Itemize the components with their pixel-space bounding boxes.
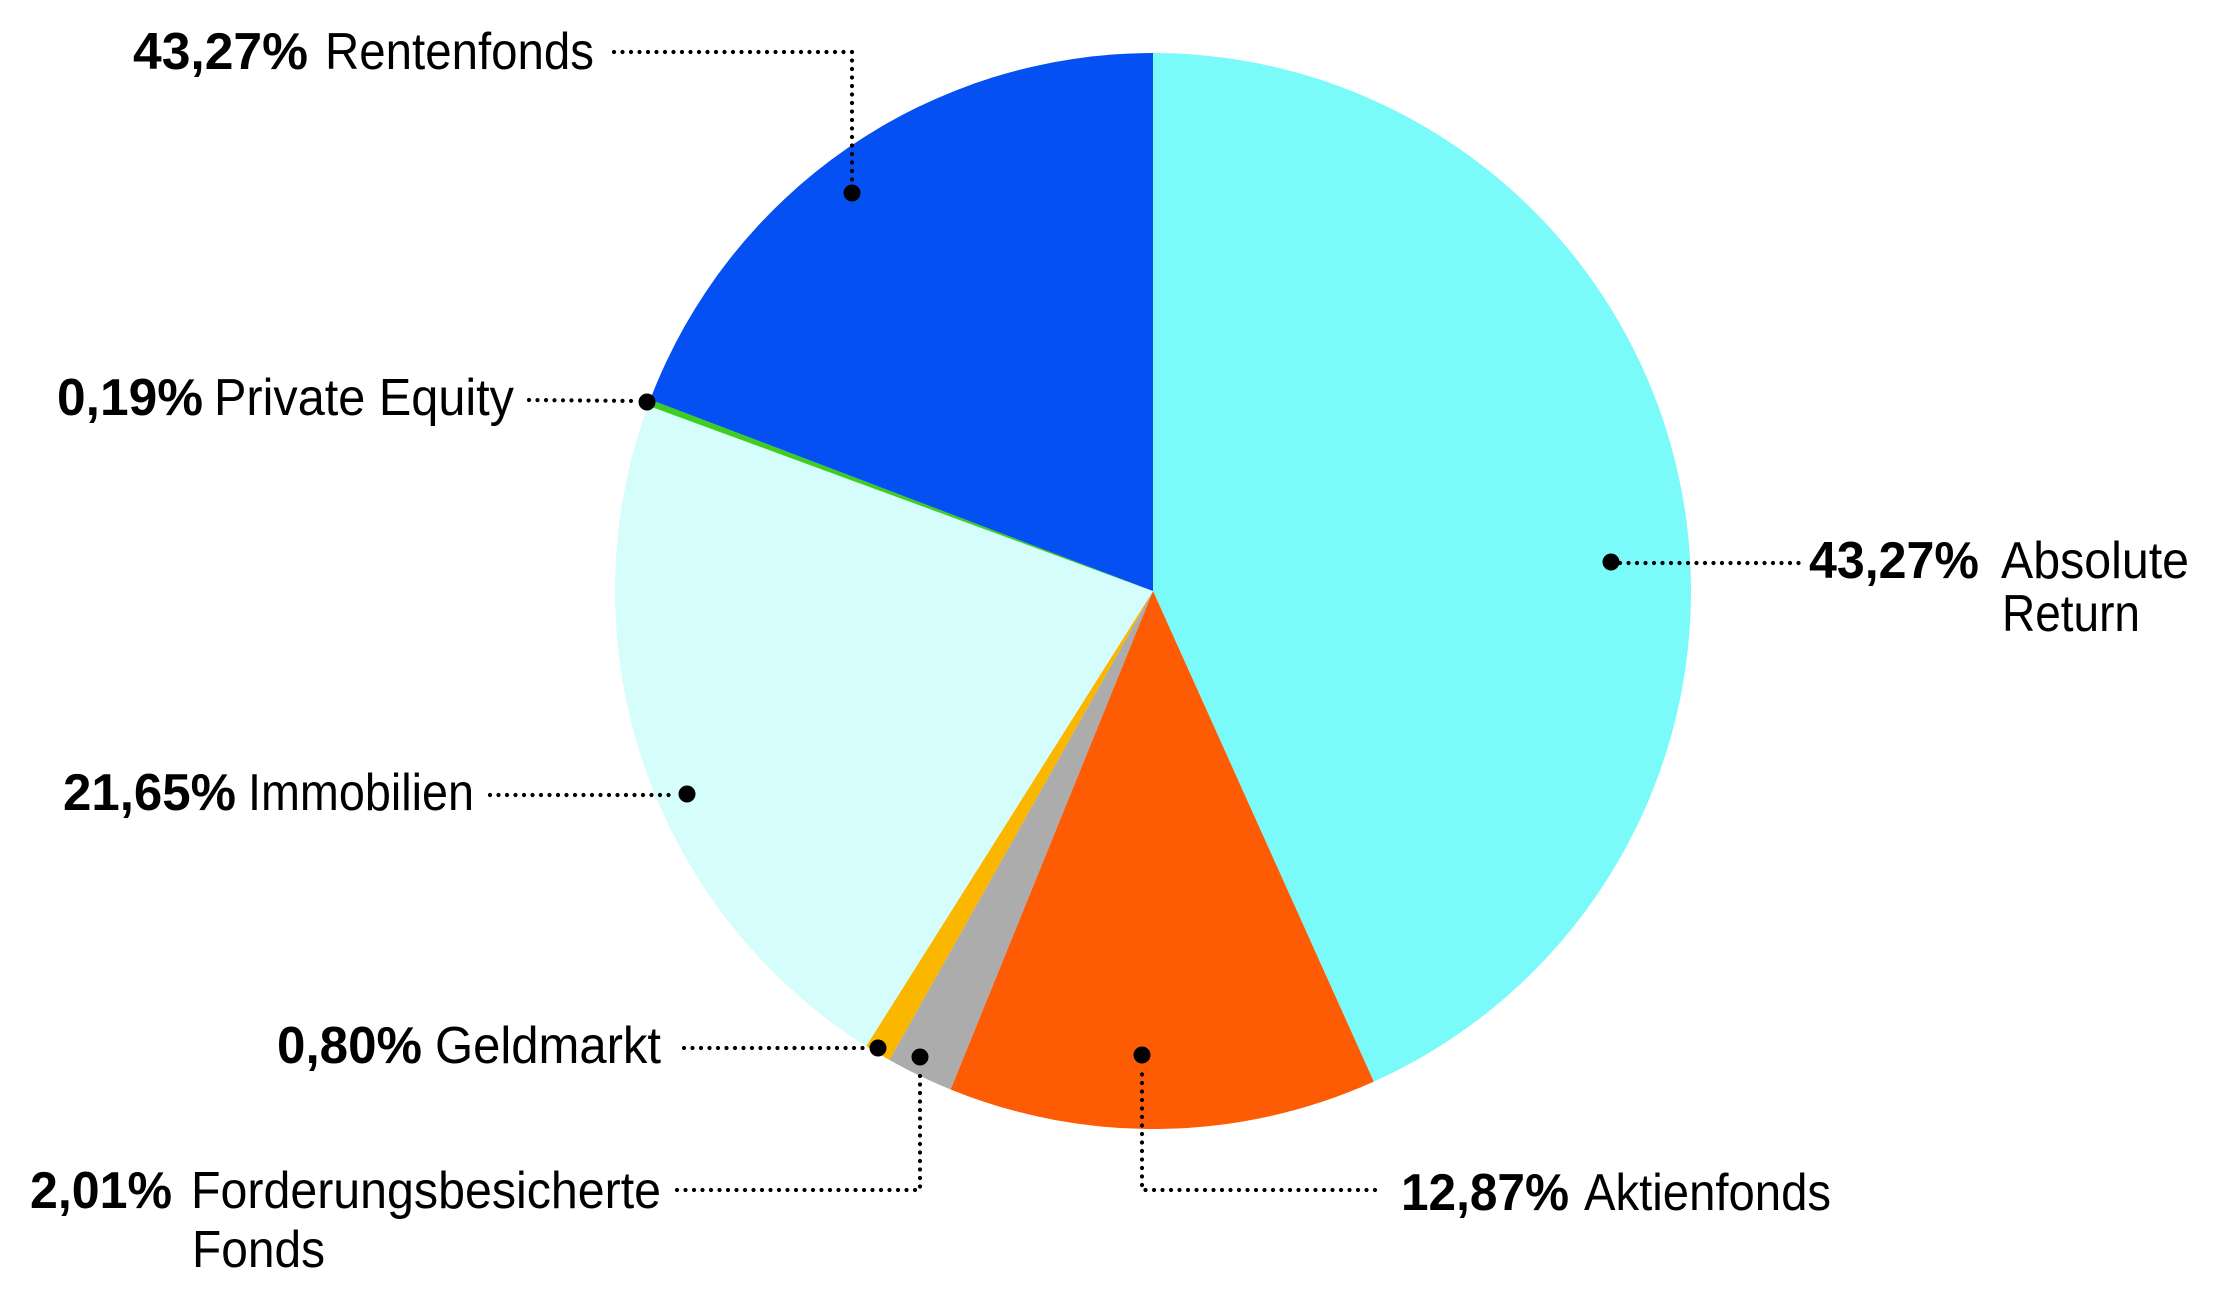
svg-text:43,27%Absolute: 43,27% Absolute <box>1809 532 2189 590</box>
svg-text:21,65%Immobilien: 21,65% Immobilien <box>63 764 474 822</box>
svg-text:Return: Return <box>2002 585 2140 643</box>
svg-text:2,01%Forderungsbesicherte: 2,01% Forderungsbesicherte <box>30 1162 661 1220</box>
svg-text:43,27%Rentenfonds: 43,27% Rentenfonds <box>133 23 594 81</box>
svg-text:0,19%Private Equity: 0,19% Private Equity <box>57 369 514 427</box>
svg-text:Fonds: Fonds <box>192 1221 325 1279</box>
svg-text:12,87%Aktienfonds: 12,87% Aktienfonds <box>1401 1164 1831 1222</box>
svg-text:0,80%Geldmarkt: 0,80% Geldmarkt <box>277 1017 662 1075</box>
